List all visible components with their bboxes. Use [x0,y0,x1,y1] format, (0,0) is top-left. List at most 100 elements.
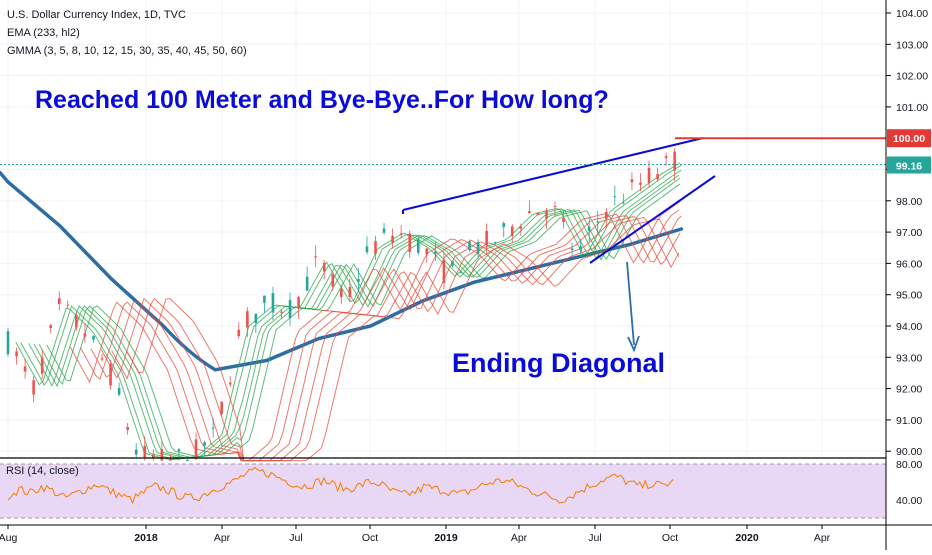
candle-body [476,241,480,254]
candle-body [468,241,471,251]
candle-body [32,380,35,395]
candle-body [109,364,112,386]
candle-body [15,351,18,357]
x-axis: Aug 2018 Apr Jul Oct 2019 Apr Jul Oct 2020 Apr [0,525,831,544]
candle-body [92,335,95,340]
candle-body [117,388,121,395]
candle-body [510,226,514,237]
candle-body [399,233,403,235]
candle-body [211,427,215,429]
symbol-label: U.S. Dollar Currency Index, 1D, TVC [7,9,186,21]
candle-body [314,256,317,258]
gmma-line [20,164,682,460]
gmma-line [38,177,681,458]
candle-body [194,439,198,459]
candle-body [536,212,540,216]
x-tick-label: Apr [814,532,831,544]
candle-body [459,271,463,273]
price-badge-label: 99.16 [896,160,922,172]
x-tick-label: 2018 [134,532,158,544]
y-tick-label: 92.00 [896,384,922,396]
candle-body [40,357,44,374]
candle-body [579,246,582,251]
x-tick-label: Oct [362,532,378,544]
gmma-label: GMMA (3, 5, 8, 10, 12, 15, 30, 35, 40, 4… [7,45,247,57]
gmma-line [28,169,682,459]
candle-body [6,331,10,355]
candle-body [374,241,377,254]
lower-trendline [589,175,716,264]
rsi-line [7,466,674,505]
price-badges: 100.00 99.16 [887,129,931,174]
gmma-line [46,183,681,458]
candle-body [322,262,326,272]
candle-body [49,325,53,329]
candle-body [545,210,548,219]
candle-body [228,382,232,385]
candle-body [220,401,223,414]
candle-body [348,286,352,297]
candle-body [177,449,181,452]
y-tick-label: 104.00 [896,8,928,20]
gmma-line [69,200,681,462]
candle-body [451,261,454,266]
candle-body [365,246,369,253]
candle-body [673,151,676,171]
rsi-tick-label: 40.00 [896,495,922,507]
candle-body [271,293,275,313]
candle-body [237,329,241,337]
y-tick-label: 103.00 [896,39,928,51]
level-badge-label: 100.00 [893,133,925,145]
candle-body [66,304,70,306]
y-tick-label: 95.00 [896,290,922,302]
candle-body [416,239,420,253]
candle-body [425,248,429,255]
candle-body [23,366,27,372]
x-tick-label: Apr [214,532,231,544]
headline-annotation: Reached 100 Meter and Bye-Bye..For How l… [35,86,609,114]
candle-body [280,311,283,313]
candle-body [485,230,488,246]
arrow-head [627,335,640,353]
candle-body [160,449,164,461]
candle-body [75,314,78,328]
x-tick-label: Jul [289,532,302,544]
candle-body [596,221,600,223]
y-tick-label: 98.00 [896,196,922,208]
candle-body [434,251,437,254]
candle-body [570,248,574,250]
candle-body [143,445,147,458]
candle-body [126,426,129,431]
grid [0,0,886,458]
candle-body [656,174,659,180]
price-badge [887,156,931,174]
gmma-line [33,174,680,459]
gmma-layer [15,162,682,462]
candle-body [169,457,172,461]
candle-body [391,235,394,243]
y-tick-label: 94.00 [896,321,922,333]
candle-body [151,454,155,458]
y-axis: 104.00103.00102.00101.0099.0098.0097.009… [886,8,928,458]
candle-body [408,233,412,252]
y-tick-label: 102.00 [896,71,928,83]
candle-body [587,226,591,231]
candle-body [562,218,565,223]
y-tick-label: 101.00 [896,102,928,114]
gmma-line [90,215,682,462]
ema-233-layer [0,170,684,372]
x-tick-label: Oct [662,532,678,544]
rsi-band [0,464,886,518]
candle-body [288,300,292,319]
y-tick-label: 93.00 [896,352,922,364]
candle-body [639,182,642,185]
level-badge [887,129,931,148]
candle-body [664,156,668,159]
gmma-line [126,218,680,462]
drawings-layer [0,137,886,353]
gmma-line [15,162,681,461]
candle-body [134,449,138,455]
candle-body [203,442,206,446]
candle-body [186,460,189,462]
x-tick-label: 2020 [735,532,759,544]
